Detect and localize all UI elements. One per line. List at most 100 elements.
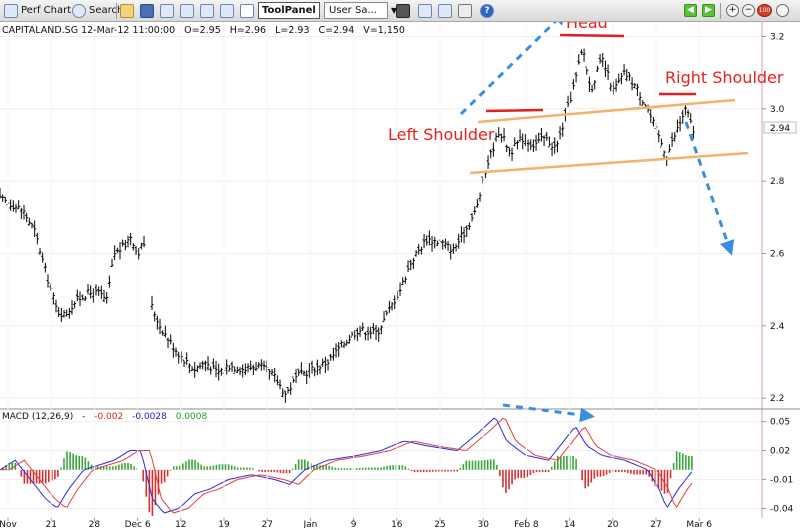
tool-panel-label: ToolPanel bbox=[258, 2, 320, 19]
window-icon bbox=[418, 3, 432, 18]
volume-value: V=1,150 bbox=[363, 25, 405, 36]
indicator-icon bbox=[220, 3, 234, 18]
macd-label: MACD (12,26,9) bbox=[2, 412, 73, 422]
macd-tick-label: 0.02 bbox=[770, 447, 790, 457]
macd-header: MACD (12,26,9) - -0.002 -0.0028 0.0008 bbox=[2, 412, 207, 422]
arrow-right-icon: ▶ bbox=[702, 4, 715, 17]
date-tick-label: 27 bbox=[650, 520, 661, 528]
period-90-button[interactable] bbox=[200, 2, 214, 19]
head-line bbox=[559, 33, 625, 38]
zoom-reset-button[interactable]: 100 bbox=[757, 2, 772, 19]
macd-divergence-arrow bbox=[502, 403, 595, 423]
date-tick-label: 25 bbox=[434, 520, 445, 528]
save-button[interactable] bbox=[140, 2, 154, 19]
perf-chart-icon bbox=[4, 3, 18, 18]
period-90-icon bbox=[200, 3, 214, 18]
chart-area[interactable]: 2.2 2.4 2.6 2.8 3.0 3.2 -0.04 -0.01 0.02 0.05 No… bbox=[0, 22, 800, 528]
toolbar: Perf Chart Search ToolPanel User Sa... ▼… bbox=[0, 0, 800, 22]
date-tick-label: Nov bbox=[0, 520, 17, 528]
keypad-button[interactable] bbox=[396, 2, 410, 19]
search-label: Search bbox=[89, 5, 124, 16]
date-tick-label: 28 bbox=[89, 520, 101, 528]
cursor-icon bbox=[240, 3, 254, 18]
price-tick-label: 2.2 bbox=[770, 394, 784, 404]
folder-icon bbox=[120, 3, 134, 18]
price-axis-ticks: 2.2 2.4 2.6 2.8 3.0 3.2 bbox=[762, 32, 785, 404]
symbol-and-time: CAPITALAND.SG 12-Mar-12 11:00:00 bbox=[2, 25, 175, 36]
macd-axis-ticks: -0.04 -0.01 0.02 0.05 bbox=[762, 418, 794, 514]
chart-header: CAPITALAND.SG 12-Mar-12 11:00:00 O=2.95 … bbox=[2, 25, 405, 36]
price-tick-label: 2.8 bbox=[770, 177, 785, 187]
zoom-in-icon: + bbox=[726, 4, 739, 17]
left-shoulder-annotation: Left Shoulder bbox=[388, 125, 495, 144]
date-tick-label: 30 bbox=[477, 520, 489, 528]
perf-chart-button[interactable]: Perf Chart bbox=[4, 2, 71, 19]
open-value: O=2.95 bbox=[184, 25, 221, 36]
low-value: L=2.93 bbox=[275, 25, 309, 36]
date-tick-label: 12 bbox=[175, 520, 186, 528]
right-shoulder-annotation: Right Shoulder bbox=[665, 68, 784, 87]
price-bars bbox=[0, 48, 695, 403]
head-annotation: Head bbox=[566, 22, 608, 32]
tool-panel-button[interactable]: ToolPanel bbox=[258, 2, 320, 19]
macd-tick-label: -0.04 bbox=[770, 504, 794, 514]
macd-signal-line bbox=[0, 417, 693, 514]
window-button[interactable] bbox=[418, 2, 432, 19]
next-button[interactable]: ▶ bbox=[702, 2, 715, 19]
chart-icon bbox=[160, 3, 174, 18]
save-icon bbox=[140, 3, 154, 18]
date-tick-label: Mar 6 bbox=[686, 520, 712, 528]
prev-button[interactable]: ◀ bbox=[684, 2, 697, 19]
macd-value-1: -0.002 bbox=[94, 412, 123, 422]
date-tick-label: 21 bbox=[45, 520, 56, 528]
help-button[interactable]: ? bbox=[480, 2, 494, 19]
date-axis-ticks: Nov 21 28 Dec 6 12 19 27 Jan 9 16 25 30 Feb 8 14 20 27 M… bbox=[0, 22, 712, 528]
help-icon: ? bbox=[480, 3, 494, 18]
date-tick-label: Feb 8 bbox=[514, 520, 539, 528]
user-select[interactable]: User Sa... ▼ bbox=[324, 2, 397, 19]
macd-tick-label: -0.01 bbox=[770, 475, 793, 485]
date-tick-label: Dec 6 bbox=[125, 520, 151, 528]
indicator-button[interactable] bbox=[220, 2, 234, 19]
search-button[interactable]: Search bbox=[72, 2, 123, 19]
date-tick-label: 27 bbox=[261, 520, 272, 528]
price-tick-label: 3.2 bbox=[770, 32, 784, 42]
zoom-reset-icon: 100 bbox=[757, 4, 772, 17]
last-price-tag bbox=[763, 121, 797, 134]
date-tick-label: 14 bbox=[564, 520, 576, 528]
toolbar-separator bbox=[116, 3, 117, 19]
picture-button[interactable] bbox=[438, 2, 452, 19]
macd-value-2: -0.0028 bbox=[132, 412, 167, 422]
zoom-fit-button[interactable] bbox=[776, 2, 789, 19]
price-tick-label: 2.4 bbox=[770, 322, 785, 332]
keypad-icon bbox=[396, 3, 410, 18]
date-tick-label: 20 bbox=[607, 520, 619, 528]
perf-chart-label: Perf Chart bbox=[21, 5, 72, 16]
price-tick-label: 2.6 bbox=[770, 249, 785, 259]
macd-dash: - bbox=[82, 412, 85, 422]
zoom-out-icon: − bbox=[742, 4, 755, 17]
zoom-out-button[interactable]: − bbox=[742, 2, 755, 19]
chart-type-button[interactable] bbox=[160, 2, 174, 19]
neckline-upper bbox=[477, 98, 736, 124]
open-folder-button[interactable] bbox=[120, 2, 134, 19]
print-icon bbox=[458, 3, 472, 18]
chevron-down-icon: ▼ bbox=[391, 6, 398, 15]
arrow-left-icon: ◀ bbox=[684, 4, 697, 17]
left-shoulder-line bbox=[485, 108, 544, 113]
cursor-button[interactable] bbox=[240, 2, 254, 19]
period-80-icon bbox=[180, 3, 194, 18]
uptrend-arrow bbox=[459, 22, 568, 116]
date-tick-label: 16 bbox=[391, 520, 403, 528]
neckline-lower bbox=[469, 151, 749, 175]
print-button[interactable] bbox=[458, 2, 472, 19]
picture-icon bbox=[438, 3, 452, 18]
period-80-button[interactable] bbox=[180, 2, 194, 19]
zoom-in-button[interactable]: + bbox=[726, 2, 739, 19]
macd-line bbox=[0, 417, 693, 514]
date-tick-label: Jan bbox=[302, 520, 317, 528]
macd-grid bbox=[0, 421, 762, 509]
close-value: C=2.94 bbox=[319, 25, 355, 36]
macd-tick-label: 0.05 bbox=[770, 418, 790, 428]
last-price-label: 2.94 bbox=[770, 124, 790, 134]
